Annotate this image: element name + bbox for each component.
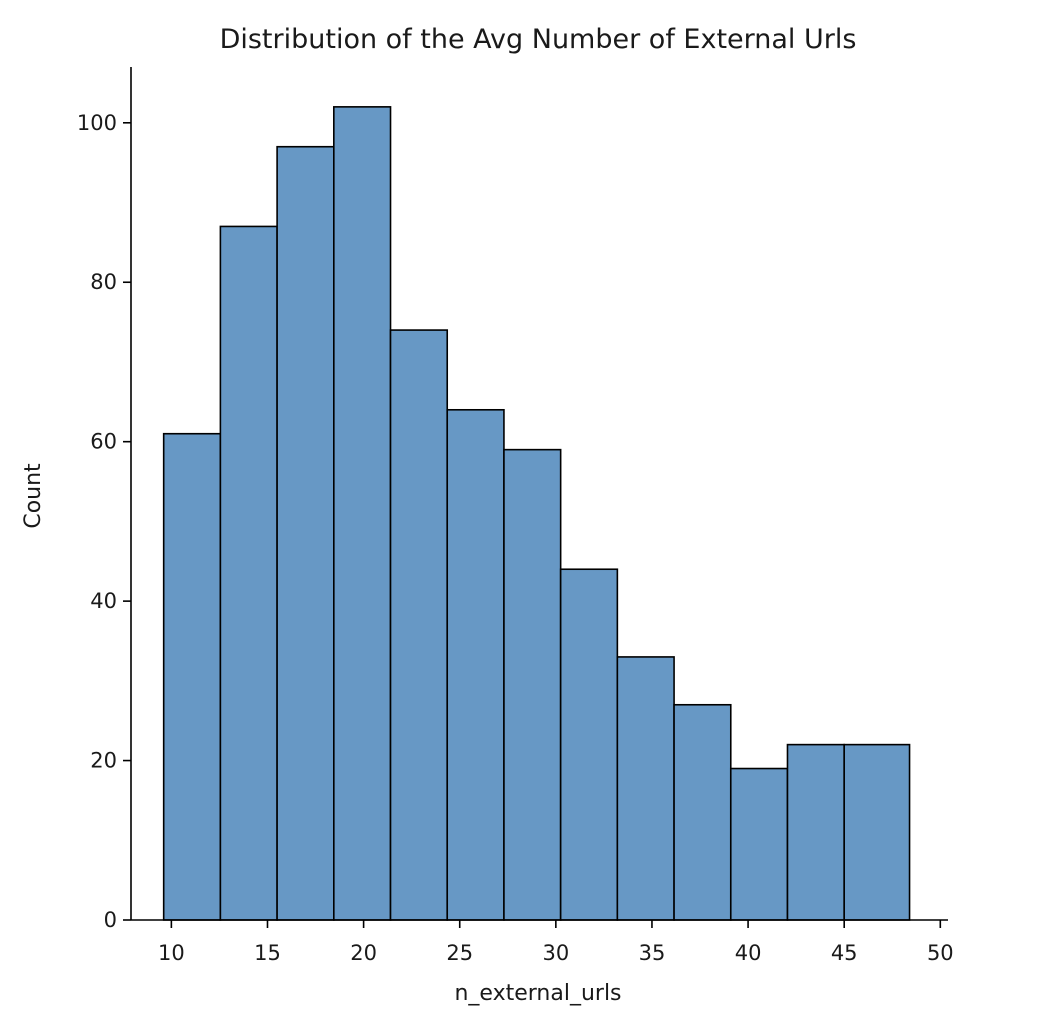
histogram-bar <box>843 743 911 921</box>
y-tick-label: 20 <box>90 749 117 773</box>
histogram-bar <box>503 448 562 921</box>
y-tick-label: 80 <box>90 270 117 294</box>
histogram-bar <box>616 656 675 921</box>
histogram-bar <box>389 329 449 921</box>
histogram-bar <box>446 408 505 921</box>
histogram-bars <box>162 106 911 921</box>
x-tick-label: 15 <box>254 941 281 965</box>
x-tick-label: 45 <box>831 941 858 965</box>
x-tick-label: 50 <box>927 941 954 965</box>
chart-title: Distribution of the Avg Number of Extern… <box>220 24 857 55</box>
histogram-bar <box>333 106 392 921</box>
x-tick-label: 10 <box>158 941 185 965</box>
y-axis-ticks: 0 20 40 60 80 100 <box>77 111 131 932</box>
x-tick-label: 30 <box>542 941 569 965</box>
y-tick-label: 100 <box>77 111 117 135</box>
histogram-bar <box>729 767 789 921</box>
x-tick-label: 40 <box>735 941 762 965</box>
histogram-bar <box>786 743 845 921</box>
y-axis-label: Count <box>21 463 46 529</box>
x-axis-ticks: 10 15 20 25 30 35 40 45 50 <box>158 920 954 965</box>
y-tick-label: 60 <box>90 430 117 454</box>
histogram-bar <box>162 432 222 921</box>
x-tick-label: 35 <box>639 941 666 965</box>
x-tick-label: 20 <box>350 941 377 965</box>
histogram-bar <box>219 225 278 921</box>
x-axis-label: n_external_urls <box>454 981 621 1006</box>
y-tick-label: 0 <box>104 908 117 932</box>
histogram-bar <box>276 145 335 921</box>
histogram-bar <box>559 568 619 921</box>
histogram-bar <box>673 703 732 921</box>
x-tick-label: 25 <box>446 941 473 965</box>
y-tick-label: 40 <box>90 589 117 613</box>
